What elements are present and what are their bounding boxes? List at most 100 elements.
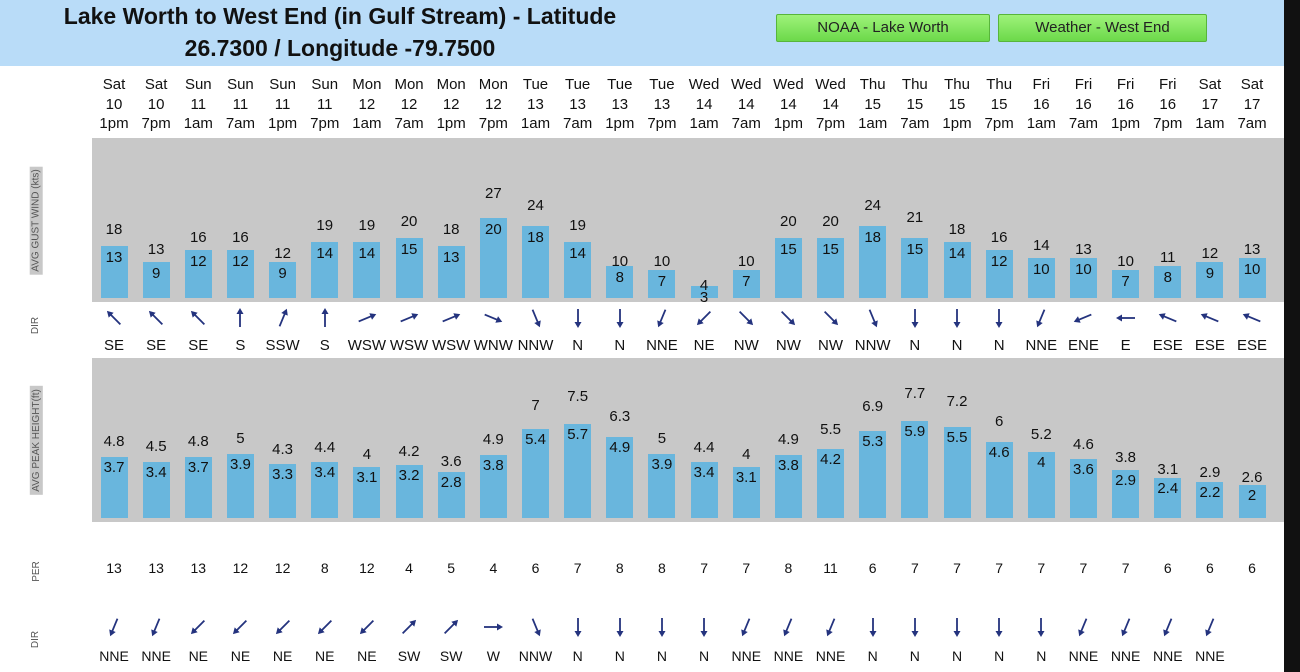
wind-direction-arrow-icon [616,309,624,328]
wave-direction-arrow-icon [531,618,541,637]
wind-direction-label: WSW [347,337,387,354]
wind-direction-arrow-icon [911,309,919,328]
wind-direction-arrow-icon [1115,314,1135,322]
wind-avg-bar [985,250,1013,298]
wave-direction-arrow-icon [233,619,248,635]
wave-direction-arrow-icon [151,618,161,637]
wind-avg-bar [859,226,887,298]
wind-avg-value: 10 [1075,261,1092,278]
column-date: 14 [822,96,839,113]
column-date: 14 [737,96,755,113]
column-date: 11 [232,96,249,113]
wind-avg-bar [606,266,634,298]
wave-direction-label: NNE [773,648,804,664]
wind-gust-value: 27 [485,185,502,202]
wave-direction-arrow-icon [359,619,374,635]
column-date: 11 [274,96,291,113]
column-day: Sun [311,76,339,93]
wind-row-label: AVG GUST WIND (kts) [0,138,72,302]
column-date: 16 [1159,96,1177,113]
wave-direction-arrow-icon [1120,618,1130,637]
wave-avg-bar [311,461,339,518]
wave-direction-label: NNE [731,648,762,664]
wind-gust-value: 12 [274,245,291,262]
wind-direction-arrow-icon [697,310,712,326]
column-time: 7am [394,115,424,132]
wind-direction-label: SE [146,337,167,354]
wind-avg-value: 7 [742,273,751,290]
wind-gust-value: 18 [442,221,460,238]
column-time: 7pm [310,115,340,132]
wind-direction-label: WNW [473,337,513,354]
wave-direction-arrow-icon [1162,618,1173,637]
weather-west-end-button[interactable]: Weather - West End [998,14,1207,42]
wave-period-value: 4 [405,560,413,576]
wave-peak-value: 4.6 [1073,436,1094,454]
wave-direction-arrow-icon [700,618,708,637]
wind-gust-value: 16 [232,229,249,246]
wind-direction-label: ESE [1152,337,1183,354]
wind-avg-bar [1154,266,1182,298]
wave-direction-arrow-icon [109,618,119,637]
wind-avg-value: 12 [189,253,207,270]
column-time: 7pm [647,115,677,132]
wind-direction-arrow-icon [1200,313,1219,323]
wind-direction-arrow-icon [1158,313,1177,323]
wave-period-value: 6 [1205,560,1214,576]
column-date: 15 [948,96,966,113]
wind-avg-value: 13 [105,249,123,266]
column-date: 16 [1117,96,1134,113]
wind-gust-value: 4 [699,277,709,294]
wave-avg-value: 3.7 [103,458,125,476]
wave-period-value: 6 [1248,560,1256,576]
wave-direction-arrow-icon [741,618,751,637]
wind-avg-bar [1112,270,1140,298]
wave-avg-bar [985,442,1013,518]
wind-avg-value: 15 [906,241,924,258]
wind-avg-bar [774,238,802,298]
wave-avg-bar [437,471,465,518]
column-time: 7am [1237,115,1267,132]
wave-direction-label: NE [188,648,209,664]
wind-direction-arrow-icon [400,313,419,323]
wave-peak-value: 5 [657,429,667,447]
wave-period-value: 7 [1037,560,1046,576]
wave-period-value: 7 [573,560,582,576]
wind-avg-value: 18 [864,229,882,246]
wave-avg-value: 3.9 [230,455,251,473]
wave-direction-arrow-icon [658,618,666,637]
wind-direction-label: SSW [265,337,300,354]
wind-avg-bar [100,246,128,298]
wave-avg-value: 3.2 [398,467,420,485]
wave-avg-value: 2 [1247,487,1257,504]
wave-direction-label: NNE [1195,648,1225,664]
column-time: 1pm [99,115,129,132]
wave-avg-bar [142,461,170,518]
wind-avg-value: 7 [1121,273,1130,290]
wind-avg-bar [943,242,971,298]
column-day: Sat [144,76,168,93]
wave-direction-label: NNE [1110,648,1141,664]
wind-avg-bar [479,218,507,298]
wind-direction-arrow-icon [531,309,541,328]
wave-direction-arrow-icon [1037,618,1045,637]
wind-avg-bar [395,238,423,298]
column-time: 1am [1195,115,1225,132]
wave-avg-value: 5.4 [525,430,546,448]
wave-avg-value: 3.3 [272,465,294,483]
wave-avg-value: 3.9 [651,455,673,473]
wind-avg-bar [522,226,549,298]
wave-direction-arrow-icon [444,619,459,635]
column-day: Mon [394,76,424,93]
wind-gust-value: 10 [653,253,671,270]
noaa-lake-worth-button[interactable]: NOAA - Lake Worth [776,14,990,42]
wave-direction-arrow-icon [574,618,582,637]
column-day: Fri [1116,76,1135,93]
wave-peak-value: 7.7 [904,384,926,402]
wave-peak-value: 4.4 [693,439,715,457]
column-day: Mon [436,76,466,93]
column-date: 11 [190,96,207,113]
wind-avg-value: 14 [358,245,376,262]
wave-peak-value: 4.8 [187,432,209,450]
wave-direction-label: N [572,648,583,664]
